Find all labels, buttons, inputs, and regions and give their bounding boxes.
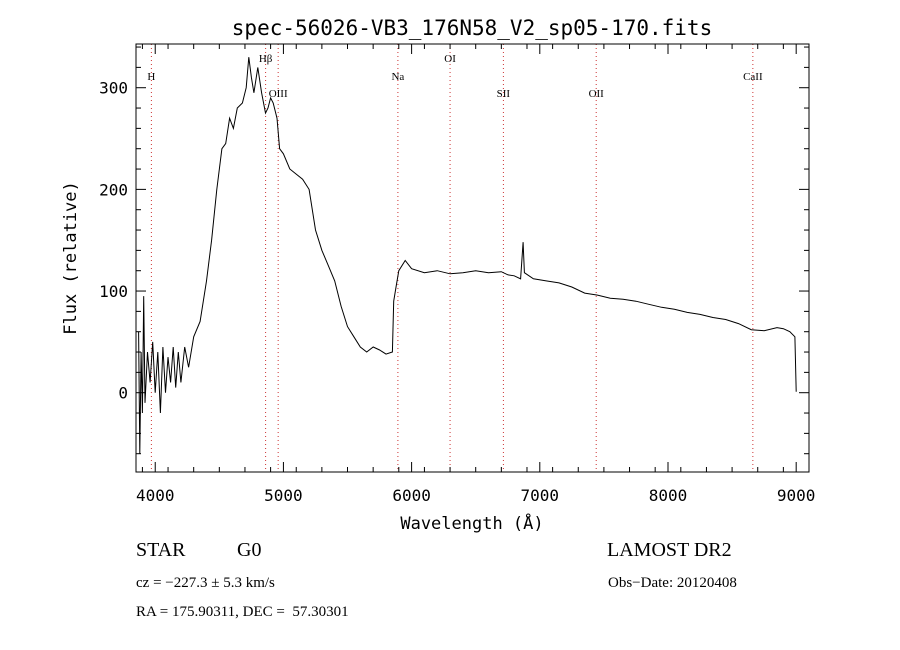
y-tick-label-0: 0 <box>118 384 128 403</box>
spectrum-series <box>138 57 797 454</box>
x-tick-label-5: 9000 <box>777 486 816 505</box>
redshift-velocity: cz = −227.3 ± 5.3 km/s <box>136 575 275 591</box>
line-label-1: Hβ <box>259 53 273 65</box>
emission-line-markers: H Hβ OIII Na OI SII OII CaII <box>147 44 763 472</box>
survey-name: LAMOST DR2 <box>607 539 732 561</box>
line-label-0: H <box>147 71 155 83</box>
series-line-0 <box>138 57 797 454</box>
y-tick-label-2: 200 <box>99 180 128 199</box>
x-tick-label-2: 6000 <box>392 486 431 505</box>
y-tick-label-1: 100 <box>99 282 128 301</box>
line-label-7: CaII <box>743 71 763 83</box>
x-tick-label-0: 4000 <box>136 486 175 505</box>
line-label-2: OIII <box>269 88 288 100</box>
x-tick-label-1: 5000 <box>264 486 303 505</box>
y-axis-label: Flux (relative) <box>61 181 81 335</box>
x-tick-label-4: 8000 <box>649 486 688 505</box>
coordinates: RA = 175.90311, DEC = 57.30301 <box>136 604 349 620</box>
y-tick-label-3: 300 <box>99 79 128 98</box>
object-class: STAR <box>136 539 186 561</box>
object-subclass: G0 <box>237 539 262 561</box>
plot-frame <box>135 43 810 473</box>
x-tick-label-3: 7000 <box>521 486 560 505</box>
x-axis-label: Wavelength (Å) <box>400 512 543 534</box>
line-label-6: OII <box>589 88 605 100</box>
observation-date: Obs−Date: 20120408 <box>608 575 737 591</box>
line-label-5: SII <box>497 88 511 100</box>
line-label-4: OI <box>444 53 456 65</box>
chart-title: spec-56026-VB3_176N58_V2_sp05-170.fits <box>232 16 712 40</box>
axes: 4000 5000 6000 7000 8000 9000 0 100 200 300 <box>99 44 815 505</box>
line-label-3: Na <box>391 71 404 83</box>
